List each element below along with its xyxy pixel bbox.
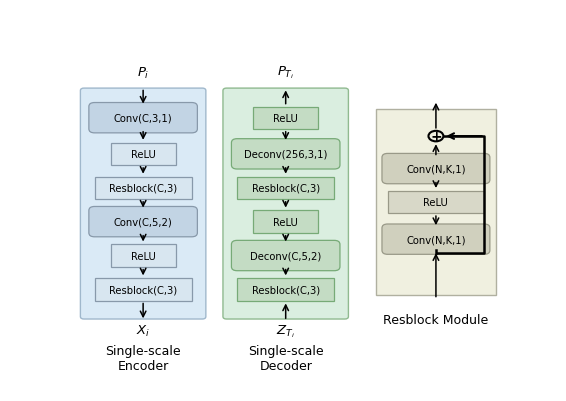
- Text: Resblock(C,3): Resblock(C,3): [252, 285, 320, 295]
- Text: ReLU: ReLU: [273, 113, 298, 124]
- Text: Resblock(C,3): Resblock(C,3): [109, 183, 177, 193]
- Text: Conv(C,5,2): Conv(C,5,2): [114, 217, 173, 227]
- FancyBboxPatch shape: [80, 89, 206, 319]
- Text: ReLU: ReLU: [423, 198, 448, 207]
- Text: +: +: [430, 130, 441, 144]
- Text: ReLU: ReLU: [273, 217, 298, 227]
- Text: Single-scale
Encoder: Single-scale Encoder: [105, 344, 181, 373]
- Text: Conv(N,K,1): Conv(N,K,1): [406, 164, 466, 174]
- FancyBboxPatch shape: [95, 279, 192, 301]
- FancyBboxPatch shape: [382, 225, 490, 255]
- FancyBboxPatch shape: [382, 154, 490, 184]
- Text: Resblock(C,3): Resblock(C,3): [252, 183, 320, 193]
- FancyBboxPatch shape: [110, 245, 175, 267]
- FancyBboxPatch shape: [95, 177, 192, 199]
- Text: ReLU: ReLU: [131, 150, 156, 160]
- FancyBboxPatch shape: [253, 211, 318, 233]
- FancyBboxPatch shape: [253, 107, 318, 130]
- Text: $P_{T_i}$: $P_{T_i}$: [277, 64, 294, 81]
- Text: Deconv(C,5,2): Deconv(C,5,2): [250, 251, 321, 261]
- FancyBboxPatch shape: [388, 191, 484, 214]
- FancyBboxPatch shape: [376, 110, 496, 295]
- Text: ReLU: ReLU: [131, 251, 156, 261]
- Text: Resblock Module: Resblock Module: [383, 314, 488, 327]
- FancyBboxPatch shape: [231, 139, 340, 170]
- Text: $Z_{T_i}$: $Z_{T_i}$: [276, 323, 295, 340]
- Text: Resblock(C,3): Resblock(C,3): [109, 285, 177, 295]
- FancyBboxPatch shape: [110, 143, 175, 166]
- FancyBboxPatch shape: [231, 241, 340, 271]
- Text: Deconv(256,3,1): Deconv(256,3,1): [244, 150, 327, 160]
- Text: Single-scale
Decoder: Single-scale Decoder: [248, 344, 324, 373]
- FancyBboxPatch shape: [237, 177, 335, 199]
- Text: $P_i$: $P_i$: [137, 65, 149, 81]
- FancyBboxPatch shape: [237, 279, 335, 301]
- FancyBboxPatch shape: [223, 89, 349, 319]
- FancyBboxPatch shape: [89, 207, 198, 237]
- Text: Conv(C,3,1): Conv(C,3,1): [114, 113, 173, 124]
- FancyBboxPatch shape: [89, 103, 198, 134]
- Text: Conv(N,K,1): Conv(N,K,1): [406, 235, 466, 245]
- Text: $X_i$: $X_i$: [136, 323, 150, 338]
